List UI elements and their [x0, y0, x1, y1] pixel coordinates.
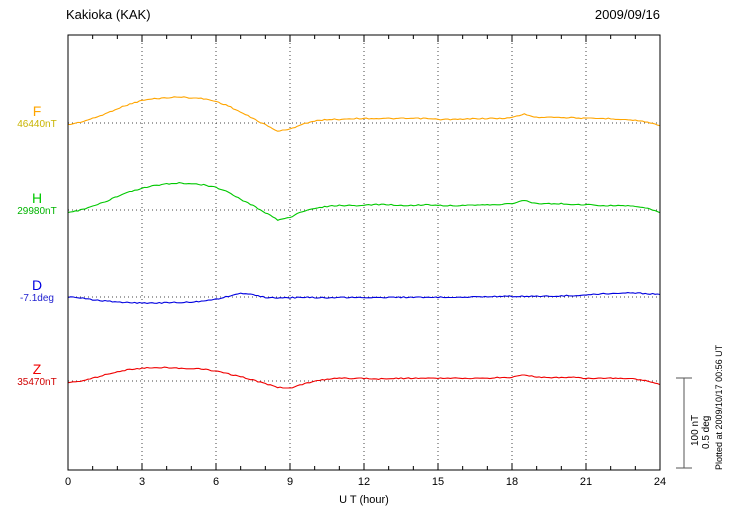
- channel-name-H: H: [31, 190, 43, 206]
- channel-name-Z: Z: [32, 361, 42, 377]
- x-axis-ticks: 0 3 6 9 12 15 18 21 24: [0, 476, 730, 490]
- chart-date: 2009/09/16: [594, 7, 660, 22]
- x-tick-label: 18: [505, 476, 519, 488]
- channel-name-F: F: [32, 103, 42, 119]
- trace-D: [67, 292, 661, 304]
- scale-bar-label-nt: 100 nT: [690, 414, 701, 446]
- trace-F: [68, 96, 661, 132]
- plotted-note: Plotted at 2009/10/17 00:56 UT: [714, 344, 724, 470]
- chart-title: Kakioka (KAK): [66, 7, 151, 22]
- x-axis-label: U T (hour): [339, 494, 389, 506]
- x-tick-label: 6: [212, 476, 220, 488]
- trace-H: [67, 182, 661, 221]
- channel-name-D: D: [31, 277, 43, 293]
- channel-baseline-D: -7.1deg: [20, 293, 54, 304]
- x-tick-label: 0: [64, 476, 72, 488]
- x-tick-label: 21: [579, 476, 593, 488]
- trace-Z: [67, 366, 661, 389]
- channel-baseline-F: 46440nT: [17, 119, 57, 130]
- channel-label-D: D -7.1deg: [8, 277, 66, 305]
- channel-label-H: H 29980nT: [8, 190, 66, 218]
- channel-baseline-Z: 35470nT: [17, 377, 57, 388]
- x-tick-label: 15: [431, 476, 445, 488]
- channel-label-Z: Z 35470nT: [8, 361, 66, 389]
- scale-bar-label-deg: 0.5 deg: [701, 415, 712, 449]
- x-tick-label: 3: [138, 476, 146, 488]
- x-tick-label: 24: [653, 476, 667, 488]
- x-tick-label: 12: [357, 476, 371, 488]
- channel-baseline-H: 29980nT: [17, 206, 57, 217]
- x-tick-label: 9: [286, 476, 294, 488]
- plot-frame: [67, 34, 661, 471]
- channel-label-F: F 46440nT: [8, 103, 66, 131]
